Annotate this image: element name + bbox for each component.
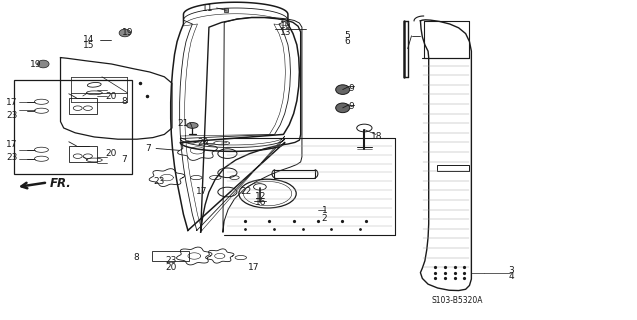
Text: 10: 10	[280, 21, 292, 30]
Text: 9: 9	[348, 102, 354, 111]
Text: FR.: FR.	[50, 177, 71, 190]
Bar	[69, 98, 97, 114]
Text: 23: 23	[6, 111, 18, 120]
Text: 19: 19	[30, 60, 41, 68]
Text: 14: 14	[83, 35, 94, 44]
Text: 23: 23	[165, 256, 176, 265]
Circle shape	[187, 123, 198, 128]
Ellipse shape	[336, 85, 350, 94]
Text: 13: 13	[280, 28, 292, 36]
Text: 17: 17	[6, 140, 18, 149]
Ellipse shape	[38, 60, 49, 68]
Text: 20: 20	[197, 138, 209, 147]
Text: 1: 1	[322, 206, 327, 215]
Text: 22: 22	[241, 187, 252, 196]
Bar	[152, 251, 189, 261]
Text: S103-B5320A: S103-B5320A	[432, 296, 483, 305]
Text: 23: 23	[153, 177, 164, 186]
Text: 11: 11	[202, 4, 213, 12]
Text: 17: 17	[248, 263, 260, 272]
Text: 19: 19	[122, 28, 133, 36]
Ellipse shape	[119, 29, 131, 37]
Text: 2: 2	[322, 214, 327, 223]
Text: 23: 23	[6, 153, 18, 162]
Text: 20: 20	[165, 263, 176, 272]
Text: 4: 4	[508, 272, 514, 281]
Ellipse shape	[336, 103, 350, 113]
Text: 18: 18	[371, 132, 382, 141]
Text: 21: 21	[177, 119, 189, 128]
Text: 7: 7	[145, 144, 151, 153]
Text: 7: 7	[121, 155, 127, 164]
Text: 8: 8	[121, 97, 127, 106]
Bar	[274, 170, 315, 178]
Bar	[437, 165, 469, 171]
Text: 17: 17	[196, 187, 208, 196]
Bar	[69, 146, 97, 162]
Text: 8: 8	[133, 253, 139, 262]
Text: 17: 17	[6, 98, 18, 107]
Bar	[14, 80, 132, 174]
Text: 9: 9	[348, 84, 354, 93]
Text: 20: 20	[105, 92, 117, 100]
Text: 15: 15	[83, 41, 94, 50]
Text: 3: 3	[508, 266, 514, 275]
Text: 6: 6	[344, 37, 350, 46]
Text: 20: 20	[105, 149, 117, 158]
Text: 16: 16	[255, 198, 266, 207]
Text: 5: 5	[344, 31, 350, 40]
Text: 12: 12	[255, 192, 266, 201]
